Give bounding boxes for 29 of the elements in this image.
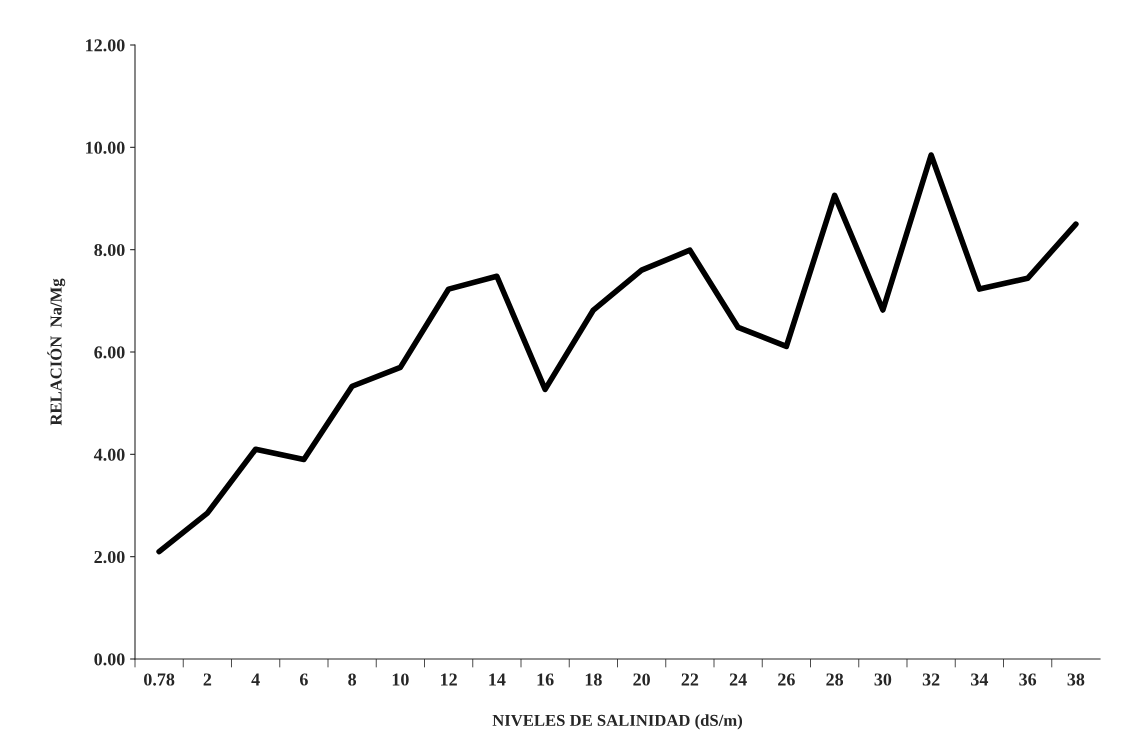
x-tick-label: 22 bbox=[681, 673, 699, 686]
x-tick-label: 30 bbox=[874, 673, 892, 686]
x-tick-label: 24 bbox=[729, 673, 747, 686]
x-axis-title: NIVELES DE SALINIDAD (dS/m) bbox=[492, 714, 743, 730]
y-tick-label: 8.00 bbox=[94, 243, 125, 257]
x-tick-label: 14 bbox=[489, 673, 506, 686]
x-tick-label: 0.78 bbox=[144, 673, 175, 686]
x-tick-label: 32 bbox=[922, 673, 940, 686]
y-tick-label: 2.00 bbox=[94, 550, 125, 564]
x-tick-label: 34 bbox=[971, 673, 989, 686]
x-tick-label: 18 bbox=[585, 673, 602, 686]
x-tick-label: 26 bbox=[778, 673, 795, 686]
x-tick-label: 20 bbox=[633, 673, 650, 686]
y-axis-title: RELACIÓN Na/Mg bbox=[47, 278, 66, 426]
x-tick-label: 38 bbox=[1067, 673, 1085, 686]
y-tick-label: 12.00 bbox=[86, 39, 125, 52]
y-tick-label: 4.00 bbox=[93, 448, 125, 461]
x-tick-label: 2 bbox=[203, 673, 212, 686]
x-tick-label: 12 bbox=[441, 673, 457, 686]
x-tick-label: 36 bbox=[1019, 673, 1037, 686]
x-tick-label: 8 bbox=[348, 673, 357, 686]
x-tick-label: 6 bbox=[299, 673, 308, 686]
x-tick-label: 10 bbox=[392, 673, 409, 686]
x-tick-label: 16 bbox=[537, 673, 554, 686]
y-tick-label: 10.00 bbox=[86, 141, 125, 154]
y-tick-label: 0.00 bbox=[94, 653, 125, 666]
x-tick-label: 28 bbox=[826, 673, 844, 686]
x-tick-label: 4 bbox=[251, 673, 260, 686]
y-tick-label: 6.00 bbox=[94, 346, 125, 359]
